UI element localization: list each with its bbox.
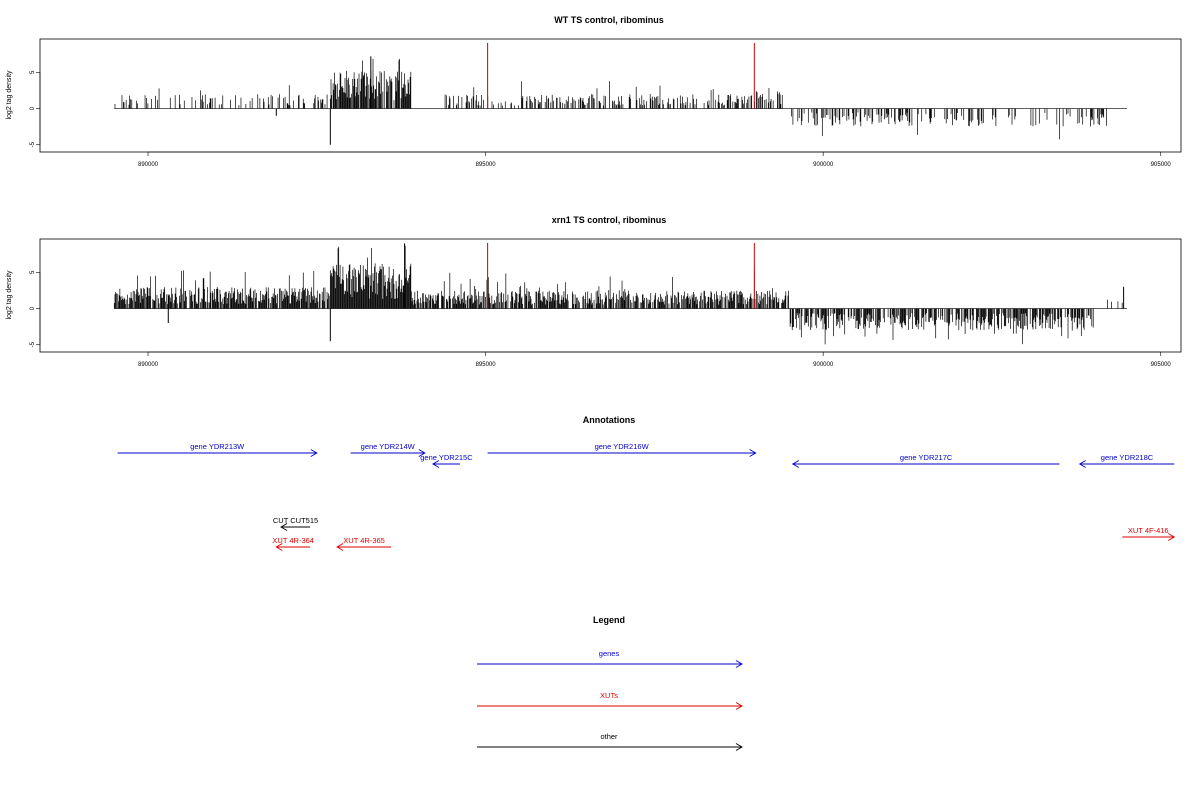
wt-y-axis: -5 0 5 — [30, 70, 41, 147]
feature-label: XUT 4R-365 — [343, 536, 385, 545]
arrowhead-icon — [735, 660, 743, 668]
legend-label: genes — [599, 649, 620, 658]
feature-gene: gene YDR218C — [1078, 453, 1175, 468]
y-tick-label: -5 — [30, 141, 36, 147]
xrn1-coverage-panel: xrn1 TS control, ribominus log2 tag dens… — [6, 215, 1182, 368]
wt-y-axis-label: log2 tag density — [6, 70, 13, 120]
feature-label: XUT 4R-364 — [272, 536, 314, 545]
arrowhead-icon — [791, 460, 800, 468]
arrowhead-icon — [1168, 533, 1176, 541]
arrowhead-icon — [432, 460, 440, 468]
feature-xut: XUT 4R-365 — [336, 536, 392, 551]
feature-gene: gene YDR213W — [117, 442, 318, 457]
legend-item: genes — [477, 649, 743, 668]
wt-panel-title: WT TS control, ribominus — [554, 15, 664, 25]
y-tick-label: -5 — [30, 341, 36, 347]
feature-gene: gene YDR214W — [350, 442, 426, 457]
feature-label: gene YDR215C — [420, 453, 473, 462]
wt-x-axis: 890000 895000 900000 905000 — [138, 151, 1172, 168]
x-tick-label: 890000 — [138, 162, 159, 168]
feature-label: gene YDR217C — [900, 453, 953, 462]
x-tick-label: 900000 — [813, 362, 834, 368]
wt-plot-frame — [39, 38, 1182, 153]
wt-coverage-panel: WT TS control, ribominus log2 tag densit… — [6, 15, 1182, 168]
x-tick-label: 895000 — [476, 362, 497, 368]
x-tick-label: 905000 — [1151, 162, 1172, 168]
feature-xut: XUT 4F-416 — [1122, 526, 1176, 541]
feature-xut: XUT 4R-364 — [272, 536, 314, 551]
feature-label: CUT CUT515 — [273, 516, 318, 525]
y-tick-label: 0 — [30, 306, 36, 310]
y-tick-label: 5 — [30, 70, 36, 74]
feature-label: gene YDR213W — [190, 442, 245, 451]
arrowhead-icon — [310, 449, 318, 457]
legend-title: Legend — [593, 615, 625, 625]
x-tick-label: 905000 — [1151, 362, 1172, 368]
feature-label: gene YDR218C — [1101, 453, 1154, 462]
x-tick-label: 900000 — [813, 162, 834, 168]
xrn1-x-axis: 890000 895000 900000 905000 — [138, 351, 1172, 368]
legend-item: XUTs — [477, 691, 743, 710]
wt-bars — [114, 43, 1127, 145]
arrowhead-icon — [735, 743, 743, 751]
feature-label: gene YDR216W — [595, 442, 650, 451]
xrn1-panel-title: xrn1 TS control, ribominus — [552, 215, 667, 225]
y-tick-label: 0 — [30, 106, 36, 110]
feature-gene: gene YDR216W — [487, 442, 757, 457]
legend-item: other — [477, 732, 743, 751]
arrowhead-icon — [418, 449, 426, 457]
feature-label: XUT 4F-416 — [1128, 526, 1169, 535]
legend-label: XUTs — [600, 691, 618, 700]
arrowhead-icon — [1078, 460, 1086, 468]
arrowhead-icon — [280, 523, 288, 531]
x-tick-label: 890000 — [138, 362, 159, 368]
feature-other: CUT CUT515 — [273, 516, 318, 531]
x-tick-label: 895000 — [476, 162, 497, 168]
arrowhead-icon — [336, 543, 344, 551]
xrn1-bars — [113, 243, 1127, 345]
y-tick-label: 5 — [30, 270, 36, 274]
feature-label: gene YDR214W — [361, 442, 416, 451]
arrowhead-icon — [275, 543, 283, 551]
annotations-title: Annotations — [583, 415, 636, 425]
arrowhead-icon — [749, 449, 757, 457]
legend-label: other — [600, 732, 618, 741]
xrn1-y-axis: -5 0 5 — [30, 270, 41, 347]
feature-gene: gene YDR215C — [420, 453, 473, 468]
feature-gene: gene YDR217C — [791, 453, 1060, 468]
xrn1-y-axis-label: log2 tag density — [6, 270, 13, 320]
legend: genes XUTs other — [477, 649, 743, 751]
arrowhead-icon — [735, 702, 743, 710]
annotation-track: gene YDR213W gene YDR214W gene YDR215C gene… — [117, 442, 1176, 551]
